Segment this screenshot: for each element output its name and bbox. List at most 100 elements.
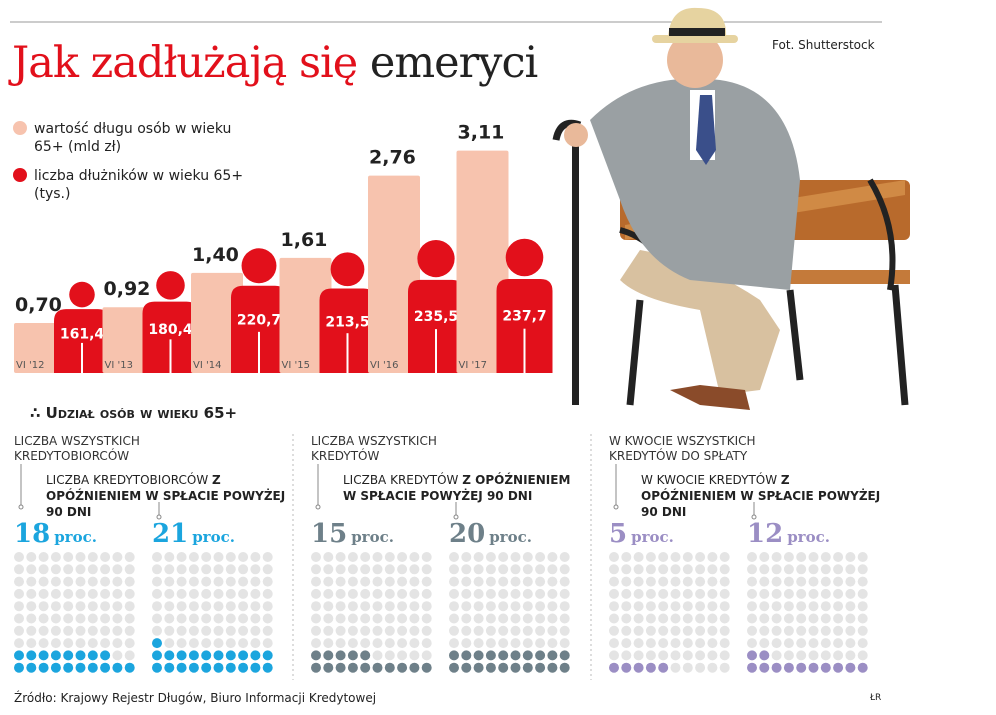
waffle-filled — [609, 662, 669, 673]
waffle-empty — [682, 576, 693, 587]
waffle-empty — [658, 588, 669, 599]
percent-unit: proc. — [631, 528, 674, 546]
value-label: 0,70 — [15, 294, 62, 316]
percent-label: 21 proc. — [152, 519, 235, 549]
waffle-empty — [449, 625, 459, 636]
waffle-empty — [124, 564, 135, 575]
bar — [191, 272, 243, 373]
waffle-empty — [510, 613, 521, 624]
legend-swatch — [13, 121, 27, 135]
waffle-empty — [26, 588, 37, 599]
waffle-empty — [38, 576, 49, 587]
waffle-empty — [347, 625, 358, 636]
waffle-empty — [498, 552, 509, 562]
waffle-empty — [449, 601, 459, 612]
pointer-dot — [751, 514, 757, 520]
waffle-empty — [188, 552, 199, 562]
value-label: 2,76 — [369, 147, 416, 169]
waffle-empty — [188, 613, 199, 624]
waffle-empty — [347, 552, 358, 562]
waffle-empty — [421, 613, 432, 624]
category-label: VI '14 — [193, 360, 221, 371]
category-label: VI '12 — [16, 360, 44, 371]
waffle-empty — [719, 564, 730, 575]
waffle-empty — [759, 638, 770, 649]
waffle-empty — [112, 625, 123, 636]
waffle-empty — [461, 552, 472, 562]
waffle-empty — [609, 650, 619, 661]
waffle-empty — [449, 552, 459, 562]
category-label: VI '13 — [105, 360, 133, 371]
waffle-filled — [152, 638, 273, 673]
bar — [102, 307, 155, 373]
waffle-empty — [670, 564, 681, 575]
waffle-empty — [747, 613, 757, 624]
waffle-empty — [87, 601, 98, 612]
waffle-empty — [311, 613, 321, 624]
person-body — [231, 285, 287, 373]
waffle-empty — [50, 638, 61, 649]
waffle-empty — [845, 564, 856, 575]
pointer-dot — [18, 504, 24, 510]
waffle-empty — [100, 638, 111, 649]
waffle-empty — [347, 588, 358, 599]
waffle-empty — [473, 638, 484, 649]
waffle-empty — [384, 601, 395, 612]
waffle-dot — [14, 650, 24, 661]
waffle-empty — [559, 625, 570, 636]
pointer-dot — [453, 514, 459, 520]
waffle-empty — [658, 576, 669, 587]
pointer-dot — [613, 504, 619, 510]
waffle-empty — [250, 552, 261, 562]
waffle-empty — [783, 613, 794, 624]
waffle-empty — [384, 552, 395, 562]
sub-label-bold: Z OPÓŹNIENIEM W SPŁACIE POWYŻEJ 90 DNI — [641, 473, 881, 519]
waffle-empty — [621, 564, 632, 575]
waffle-empty — [535, 564, 546, 575]
percent-label: 20 proc. — [449, 519, 532, 549]
waffle-empty — [360, 625, 371, 636]
waffle-empty — [38, 601, 49, 612]
waffle-dot — [311, 662, 321, 673]
waffle-empty — [645, 638, 656, 649]
waffle-empty — [384, 564, 395, 575]
waffle-empty — [397, 601, 408, 612]
waffle-empty — [820, 576, 831, 587]
percent-unit: proc. — [54, 528, 97, 546]
waffle-empty — [164, 564, 175, 575]
waffle-dot — [409, 662, 420, 673]
waffle-empty — [796, 576, 807, 587]
waffle-empty — [857, 588, 868, 599]
waffle-empty — [409, 601, 420, 612]
waffle-dot — [421, 662, 432, 673]
waffle-dot — [857, 662, 868, 673]
waffle-dot — [213, 662, 224, 673]
waffle-empty — [164, 601, 175, 612]
waffle-empty — [833, 552, 844, 562]
waffle-dot — [75, 650, 86, 661]
group-label: W KWOCIE WSZYSTKICH KREDYTÓW DO SPŁATY — [609, 434, 756, 463]
waffle-empty — [201, 638, 212, 649]
waffle-empty — [707, 552, 718, 562]
group-sub-label: W KWOCIE KREDYTÓW Z OPÓŹNIENIEM W SPŁACI… — [641, 472, 881, 520]
waffle-empty — [372, 552, 383, 562]
category-label: VI '15 — [282, 360, 310, 371]
waffle-empty — [372, 588, 383, 599]
waffle-dot — [808, 662, 819, 673]
waffle-empty — [719, 625, 730, 636]
legend-swatch — [13, 168, 27, 182]
person-icon — [319, 252, 376, 373]
waffle-filled — [747, 650, 868, 673]
waffle-empty — [759, 588, 770, 599]
waffle-empty — [372, 638, 383, 649]
waffle-empty — [522, 601, 533, 612]
waffle-empty — [152, 552, 162, 562]
waffle-empty — [124, 588, 135, 599]
waffle-empty — [485, 564, 496, 575]
waffle-empty — [820, 564, 831, 575]
person-icon — [142, 271, 199, 373]
waffle-empty — [633, 552, 644, 562]
waffle-dot — [250, 662, 261, 673]
waffle-empty — [112, 613, 123, 624]
